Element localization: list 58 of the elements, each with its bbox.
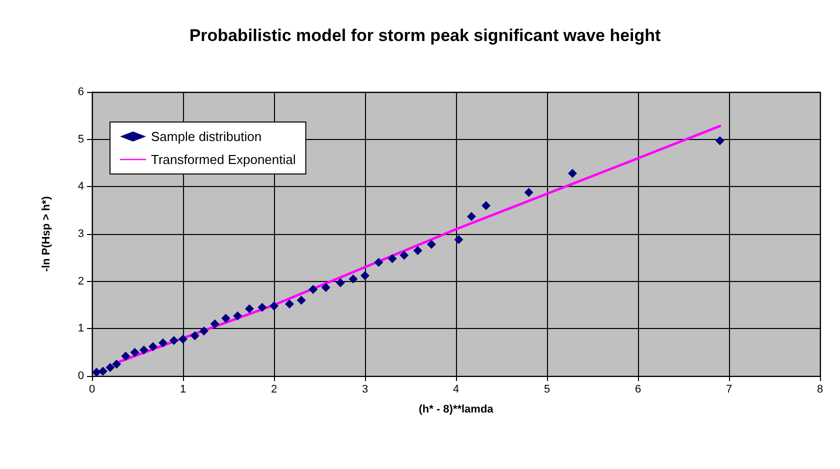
chart-title: Probabilistic model for storm peak significant wave height	[189, 26, 662, 45]
point	[98, 366, 108, 376]
point	[121, 352, 130, 361]
point	[413, 246, 422, 256]
point	[466, 212, 476, 221]
x-tick-label: 2	[270, 384, 278, 396]
point	[210, 319, 220, 328]
x-axis-title: (h* - 8)**lamda	[418, 404, 494, 416]
x-tick-label: 7	[726, 384, 732, 396]
point	[374, 258, 384, 267]
point	[270, 301, 278, 310]
point	[169, 336, 178, 345]
y-tick-label: 3	[78, 228, 84, 240]
point	[112, 360, 122, 369]
point	[244, 304, 254, 314]
point	[308, 284, 318, 294]
point	[524, 188, 534, 197]
legend-label: Sample distribution	[151, 129, 262, 144]
y-tick-label: 4	[78, 180, 84, 193]
point	[715, 136, 724, 146]
point	[106, 362, 115, 372]
point	[454, 235, 464, 244]
point	[400, 250, 409, 260]
point	[148, 342, 158, 352]
point	[284, 300, 294, 309]
y-tick-label: 2	[78, 275, 84, 288]
point	[221, 314, 230, 323]
legend-label: Transformed Exponential	[151, 152, 296, 167]
point	[130, 348, 140, 357]
y-axis-title: -ln P(Hsp > h*)	[40, 196, 52, 272]
point	[360, 271, 370, 280]
point	[190, 331, 200, 340]
point	[388, 254, 397, 264]
x-tick-label: 0	[88, 384, 96, 396]
x-tick-label: 5	[544, 384, 550, 396]
point	[139, 345, 148, 354]
point	[233, 311, 242, 320]
x-tick-label: 6	[634, 384, 642, 396]
point	[321, 282, 330, 292]
x-tick-label: 8	[816, 384, 824, 396]
point	[568, 168, 577, 178]
x-tick-label: 4	[452, 384, 460, 396]
point	[348, 274, 358, 284]
point	[178, 334, 188, 344]
point	[482, 201, 491, 210]
point	[258, 302, 267, 312]
y-tick-label: 6	[78, 86, 84, 98]
y-tick-label: 1	[78, 322, 84, 335]
x-tick-label: 1	[180, 384, 186, 396]
y-tick-label: 5	[78, 133, 84, 146]
point	[158, 338, 168, 348]
x-tick-label: 3	[362, 384, 368, 396]
point	[336, 278, 345, 288]
point	[199, 326, 208, 336]
point	[296, 296, 306, 305]
y-tick-label: 0	[78, 370, 84, 382]
point	[426, 240, 436, 249]
point	[92, 368, 102, 377]
